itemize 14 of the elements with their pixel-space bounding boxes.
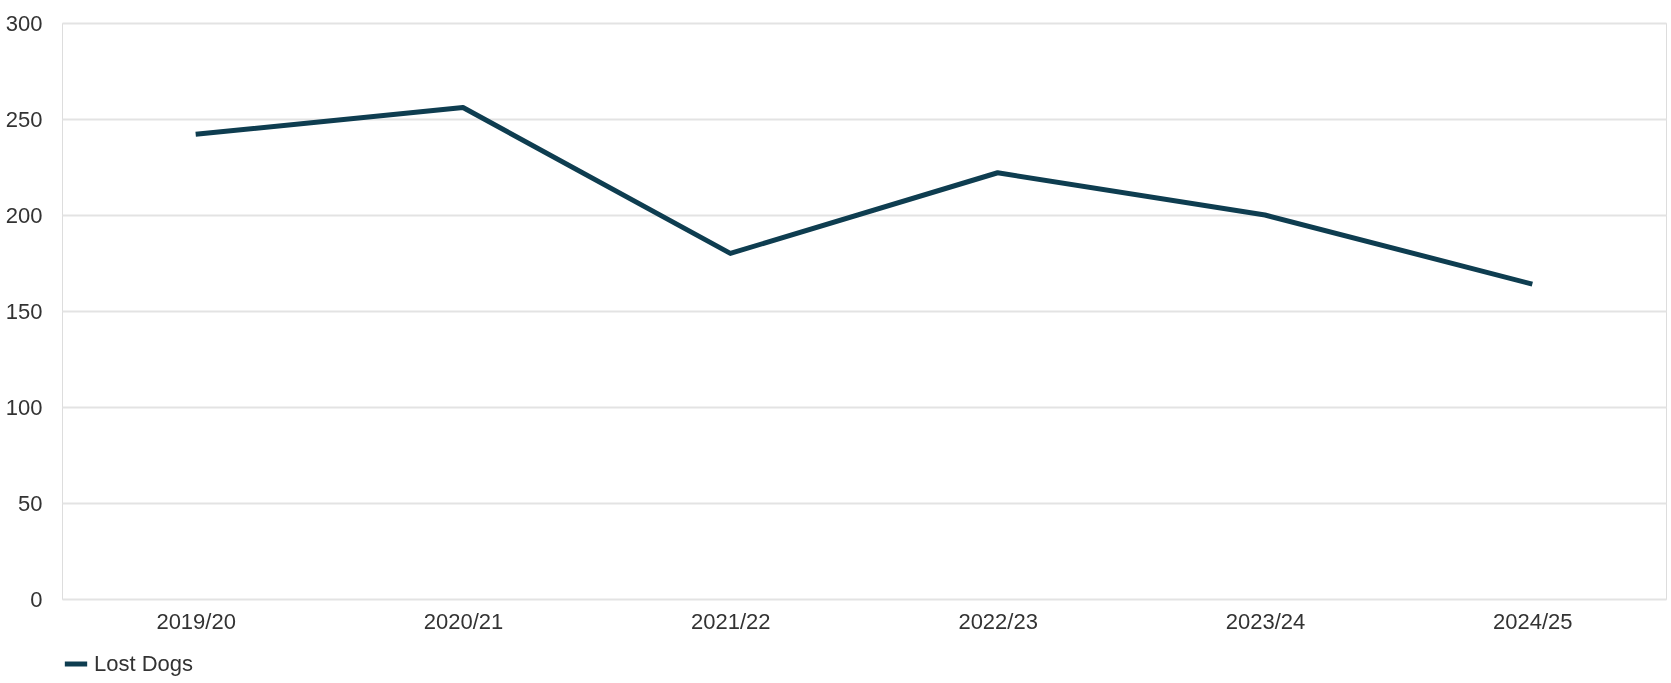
x-tick-label: 2023/24 (1225, 608, 1306, 634)
x-tick-label: 2020/21 (423, 608, 504, 634)
y-tick-label: 0 (30, 586, 43, 612)
x-tick-label: 2022/23 (958, 608, 1038, 634)
y-tick-label: 150 (5, 298, 43, 324)
y-tick-label: 300 (5, 10, 43, 36)
x-tick-label: 2024/25 (1493, 608, 1573, 634)
x-tick-label: 2019/20 (156, 608, 236, 634)
legend-label: Lost Dogs (94, 651, 194, 676)
x-tick-label: 2021/22 (691, 608, 771, 634)
y-tick-label: 100 (5, 394, 43, 420)
y-tick-label: 250 (5, 106, 43, 132)
y-tick-label: 50 (18, 490, 43, 516)
y-tick-label: 200 (5, 202, 43, 228)
